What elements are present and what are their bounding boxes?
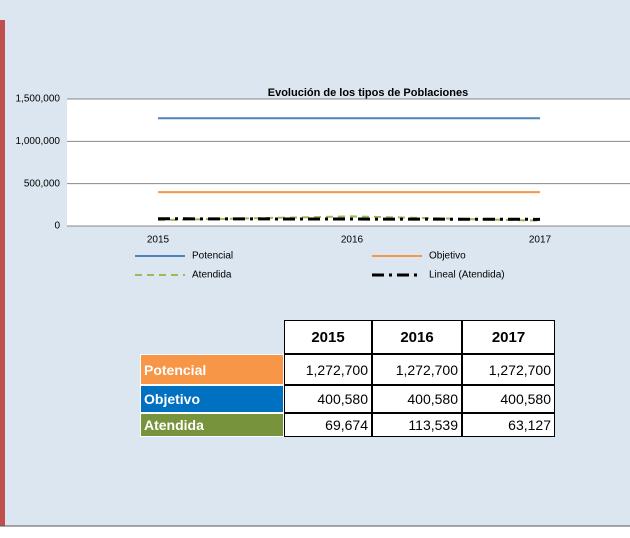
x-tick-label: 2017 [529,235,552,246]
table-cell: 400,580 [284,385,372,413]
table-cell: 63,127 [462,413,555,437]
chart-title: Evolución de los tipos de Poblaciones [268,87,468,99]
table-cell: 1,272,700 [372,354,462,385]
series-line [157,217,541,221]
legend-label: Objetivo [429,251,466,262]
table-cell: Objetivo [140,385,284,413]
table-cell: 400,580 [462,385,555,413]
legend-label: Potencial [192,251,233,262]
background [0,0,630,526]
table-cell: Atendida [140,413,284,437]
table-cell: 69,674 [284,413,372,437]
side-border [0,20,5,526]
table-cell: 400,580 [372,385,462,413]
y-tick-label: 1,000,000 [16,136,61,147]
table-cell: 2016 [372,320,462,354]
table-cell: 2015 [284,320,372,354]
table-cell: 1,272,700 [462,354,555,385]
plot-area [67,99,630,226]
table-cell: Potencial [140,354,284,385]
table-cell: 2017 [462,320,555,354]
x-tick-label: 2016 [341,235,364,246]
legend-label: Atendida [192,270,232,281]
x-tick-label: 2015 [147,235,170,246]
table-cell: 113,539 [372,413,462,437]
table-cell: 1,272,700 [284,354,372,385]
series-line [157,215,541,222]
legend-label: Lineal (Atendida) [429,270,505,281]
y-tick-label: 500,000 [24,178,61,189]
y-tick-label: 1,500,000 [16,94,61,105]
y-tick-label: 0 [54,221,60,232]
